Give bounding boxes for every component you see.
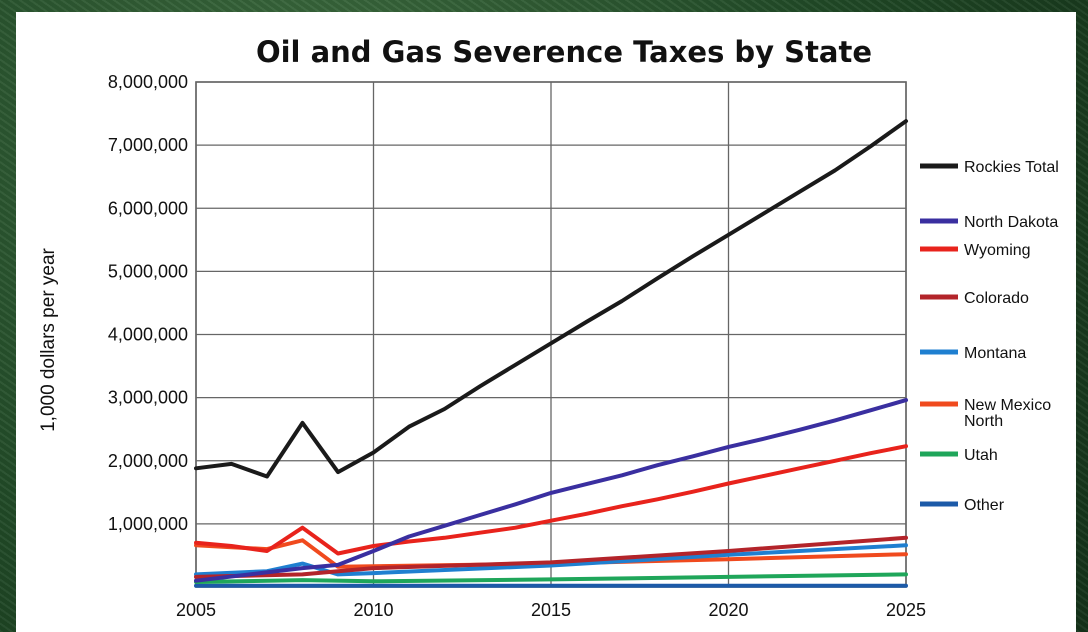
y-tick-label: 8,000,000 xyxy=(108,72,188,92)
x-tick-label: 2015 xyxy=(531,600,571,620)
y-tick-label: 2,000,000 xyxy=(108,451,188,471)
legend-label-rockies-total: Rockies Total xyxy=(964,159,1059,176)
y-tick-labels: 1,000,000 2,000,000 3,000,000 4,000,000 5,00… xyxy=(108,72,188,534)
y-tick-label: 6,000,000 xyxy=(108,198,188,218)
y-tick-label: 5,000,000 xyxy=(108,261,188,281)
series-line-wyoming xyxy=(194,444,908,556)
y-tick-label: 7,000,000 xyxy=(108,135,188,155)
x-tick-labels: 2005 2010 2015 2020 2025 xyxy=(176,600,926,620)
y-axis-label: 1,000 dollars per year xyxy=(38,247,59,431)
grid xyxy=(195,81,907,588)
legend-label-other: Other xyxy=(964,497,1005,514)
legend-label-colorado: Colorado xyxy=(964,290,1029,307)
legend-label-north-dakota: North Dakota xyxy=(964,214,1058,231)
x-tick-label: 2005 xyxy=(176,600,216,620)
legend-label-montana: Montana xyxy=(964,345,1026,362)
series-line-colorado xyxy=(194,535,908,579)
legend: Rockies Total North Dakota Wyoming Colorado… xyxy=(920,159,1059,514)
series-line-rockies-total xyxy=(194,119,908,479)
chart-panel: Oil and Gas Severence Taxes by State 1,0… xyxy=(16,12,1076,632)
y-tick-label: 4,000,000 xyxy=(108,325,188,345)
y-tick-label: 3,000,000 xyxy=(108,388,188,408)
legend-label-utah: Utah xyxy=(964,447,998,464)
legend-label-new-mexico-north: New Mexico North xyxy=(964,397,1051,430)
x-tick-label: 2010 xyxy=(353,600,393,620)
y-tick-label: 1,000,000 xyxy=(108,514,188,534)
series-line-utah xyxy=(194,572,908,584)
x-tick-label: 2025 xyxy=(886,600,926,620)
series-lines xyxy=(194,119,908,588)
series-line-north-dakota xyxy=(194,398,908,583)
chart: Oil and Gas Severence Taxes by State 1,0… xyxy=(38,35,1059,620)
legend-label-wyoming: Wyoming xyxy=(964,242,1031,259)
x-tick-label: 2020 xyxy=(708,600,748,620)
chart-title: Oil and Gas Severence Taxes by State xyxy=(256,35,872,69)
